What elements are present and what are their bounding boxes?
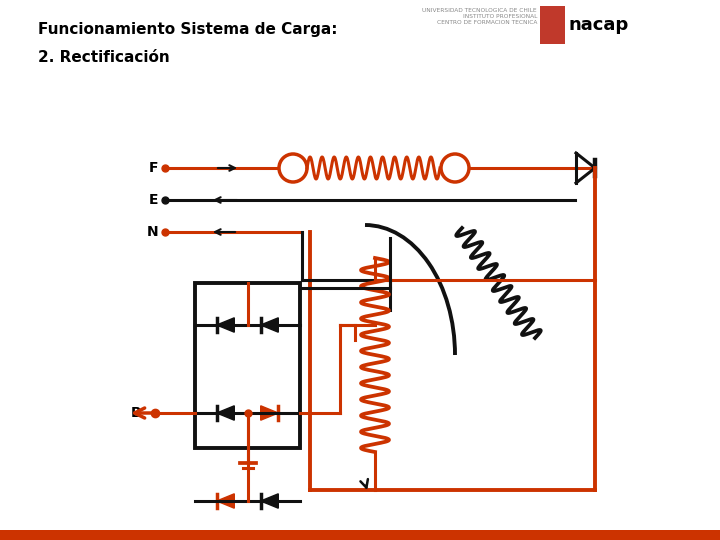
- Text: N: N: [146, 225, 158, 239]
- Text: B: B: [130, 406, 141, 420]
- Polygon shape: [261, 406, 279, 420]
- Polygon shape: [261, 318, 279, 332]
- Polygon shape: [217, 494, 234, 508]
- Polygon shape: [217, 406, 234, 420]
- Bar: [0, 530, 720, 540]
- Bar: [540, 6, 565, 44]
- Text: F: F: [148, 161, 158, 175]
- Text: E: E: [148, 193, 158, 207]
- Polygon shape: [261, 494, 279, 508]
- Text: UNIVERSIDAD TECNOLOGICA DE CHILE
INSTITUTO PROFESIONAL
CENTRO DE FORMACION TECNI: UNIVERSIDAD TECNOLOGICA DE CHILE INSTITU…: [423, 8, 537, 25]
- Text: Funcionamiento Sistema de Carga:: Funcionamiento Sistema de Carga:: [38, 22, 338, 37]
- Bar: [195, 283, 300, 448]
- Text: nacap: nacap: [569, 16, 629, 34]
- Text: 2. Rectificación: 2. Rectificación: [38, 50, 170, 65]
- Polygon shape: [217, 318, 234, 332]
